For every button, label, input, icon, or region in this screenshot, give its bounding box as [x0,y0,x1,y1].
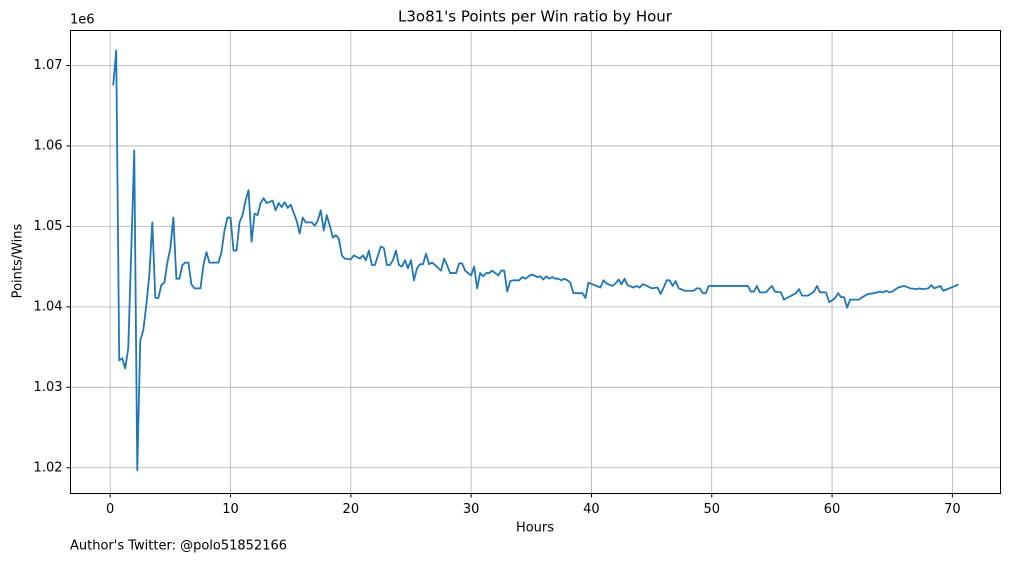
axes-frame [70,30,1001,494]
y-offset-label: 1e6 [70,13,95,28]
x-tick-label: 10 [222,502,239,517]
data-line [112,49,959,472]
y-tick-label: 1.03 [34,380,63,395]
x-tick-label: 20 [343,502,360,517]
y-tick-label: 1.05 [34,219,63,234]
y-tick-label: 1.06 [34,138,63,153]
plot-area [112,49,959,472]
x-tick-label: 60 [824,502,841,517]
x-tick-label: 40 [583,502,600,517]
ticks: 0 10 20 30 40 50 60 70 1.02 1.03 1.04 1.05 1.06 1.07 [34,58,961,517]
x-tick-label: 50 [703,502,720,517]
footer: Author's Twitter: @polo51852166 [70,539,287,554]
x-tick-label: 30 [463,502,480,517]
chart-title: L3o81's Points per Win ratio by Hour [398,8,673,26]
y-tick-label: 1.07 [34,58,63,73]
x-tick-label: 70 [944,502,961,517]
x-tick-label: 0 [106,502,114,517]
grid [70,30,1001,494]
x-axis-label: Hours [516,521,554,536]
y-tick-label: 1.04 [34,299,63,314]
y-tick-label: 1.02 [34,460,63,475]
y-axis-label: Points/Wins [11,223,26,298]
